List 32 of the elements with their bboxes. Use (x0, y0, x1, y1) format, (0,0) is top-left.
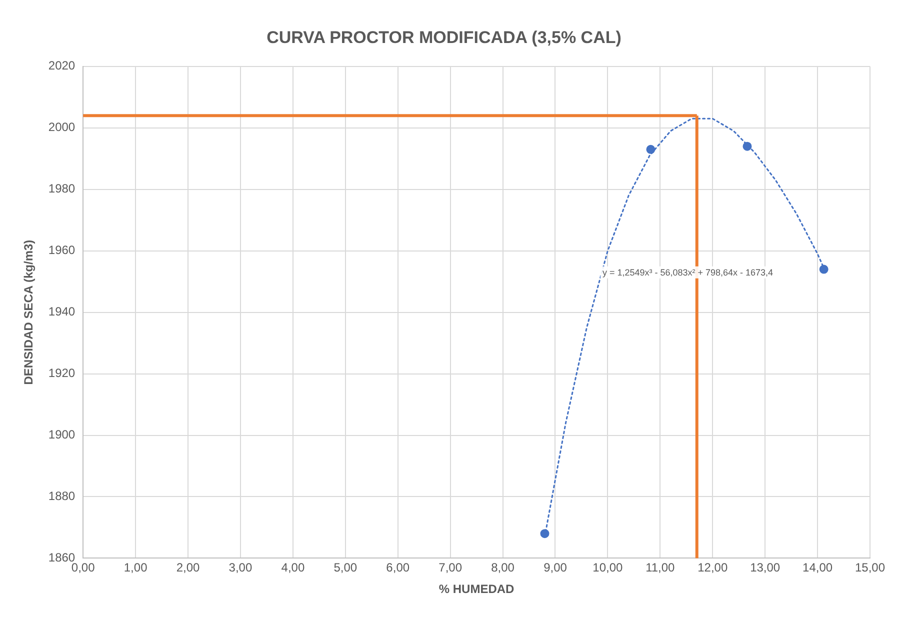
x-tick-label: 2,00 (176, 560, 200, 575)
x-tick-label: 9,00 (544, 560, 568, 575)
y-tick-label: 1920 (48, 366, 76, 380)
point (742, 142, 752, 151)
y-tick-label: 1980 (48, 182, 76, 196)
x-axis-title: % HUMEDAD (438, 582, 515, 596)
point (646, 144, 656, 154)
y-tick-label: 1900 (48, 428, 76, 442)
x-tick-label: 4,00 (281, 560, 305, 575)
x-tick-label: 7,00 (438, 560, 462, 575)
x-tick-label: 3,00 (228, 560, 252, 575)
x-tick-label: 5,00 (334, 560, 358, 575)
y-tick-label: 1960 (48, 243, 76, 258)
x-tick-label: 0,00 (71, 560, 96, 575)
y-tick-label: 1880 (48, 489, 76, 504)
x-tick-label: 8,00 (491, 560, 515, 575)
x-tick-label: 1,00 (124, 560, 148, 575)
x-tick-label: 11,00 (646, 560, 676, 575)
chart-title: CURVA PROCTOR MODIFICADA (3,5% CAL) (266, 28, 622, 47)
x-tick-label: 6,00 (386, 560, 410, 575)
x-tick-label: 13,00 (750, 560, 780, 575)
x-tick-label: 12,00 (698, 560, 728, 575)
point (540, 529, 550, 538)
y-tick-label: 2020 (48, 58, 76, 73)
y-tick-label: 1940 (48, 304, 76, 319)
x-tick-label: 15,00 (854, 560, 886, 575)
annotation: y = 1,2549x³ - 56,083x² + 798,64x - 1673,4 (602, 267, 774, 278)
x-tick-label: 14,00 (802, 560, 833, 575)
point (819, 264, 828, 274)
y-axis-title: DENSIDAD SECA (kg/m3) (22, 240, 36, 385)
x-tick-label: 10,00 (592, 560, 624, 575)
y-tick-label: 2000 (48, 120, 76, 134)
